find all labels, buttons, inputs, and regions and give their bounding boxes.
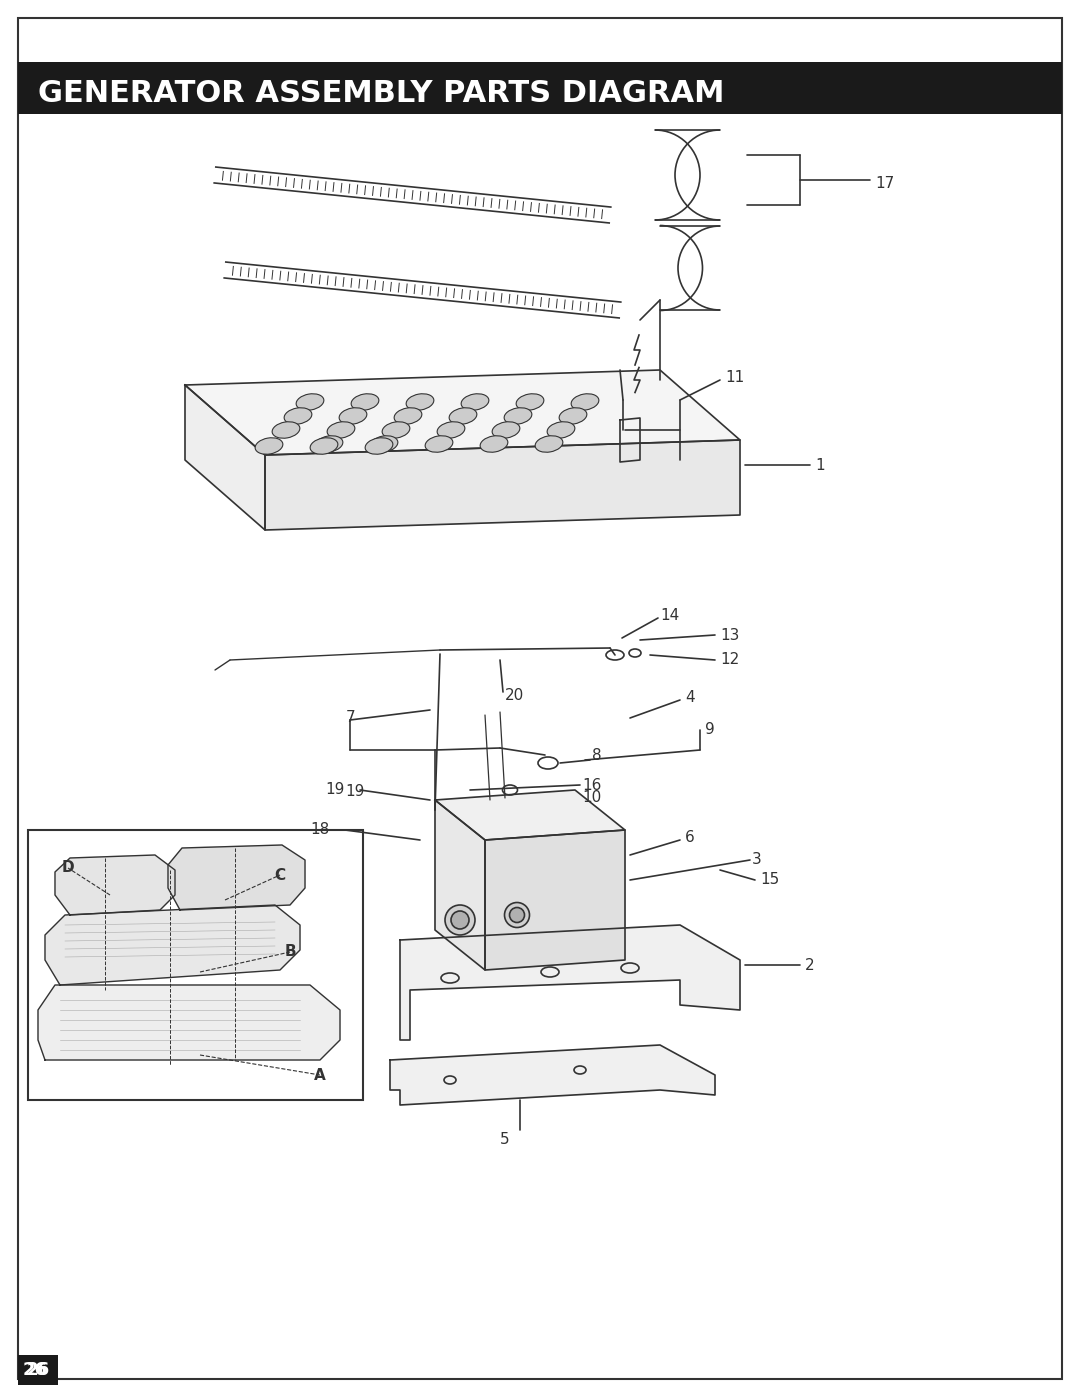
Text: 15: 15 — [760, 873, 780, 887]
Ellipse shape — [339, 408, 367, 425]
Ellipse shape — [516, 394, 544, 411]
Polygon shape — [38, 985, 340, 1060]
Ellipse shape — [571, 394, 598, 411]
Ellipse shape — [548, 422, 575, 439]
Ellipse shape — [451, 911, 469, 929]
Polygon shape — [400, 925, 740, 1039]
Text: B: B — [284, 944, 296, 960]
Ellipse shape — [255, 437, 283, 454]
Polygon shape — [168, 845, 305, 909]
Ellipse shape — [437, 422, 464, 439]
Ellipse shape — [382, 422, 409, 439]
Polygon shape — [435, 789, 625, 840]
Ellipse shape — [351, 394, 379, 411]
Ellipse shape — [536, 436, 563, 453]
Text: GENERATOR ASSEMBLY PARTS DIAGRAM: GENERATOR ASSEMBLY PARTS DIAGRAM — [38, 80, 725, 109]
Ellipse shape — [327, 422, 355, 439]
Text: 11: 11 — [725, 370, 744, 386]
Text: 7: 7 — [346, 711, 355, 725]
Text: 10: 10 — [582, 791, 602, 806]
Ellipse shape — [504, 902, 529, 928]
Ellipse shape — [370, 436, 397, 453]
Text: 12: 12 — [720, 652, 739, 668]
Text: 26: 26 — [23, 1361, 48, 1379]
Text: 8: 8 — [592, 747, 602, 763]
Polygon shape — [390, 1045, 715, 1105]
Ellipse shape — [445, 905, 475, 935]
Ellipse shape — [315, 436, 342, 453]
Text: 26: 26 — [26, 1361, 50, 1379]
Text: D: D — [62, 861, 75, 876]
Ellipse shape — [481, 436, 508, 453]
Polygon shape — [265, 440, 740, 529]
Text: 5: 5 — [500, 1133, 510, 1147]
Polygon shape — [435, 800, 485, 970]
Text: 4: 4 — [685, 690, 694, 705]
Ellipse shape — [284, 408, 312, 425]
Text: A: A — [314, 1067, 326, 1083]
Ellipse shape — [559, 408, 586, 425]
Polygon shape — [55, 855, 175, 915]
Ellipse shape — [272, 422, 300, 439]
Ellipse shape — [492, 422, 519, 439]
Polygon shape — [45, 905, 300, 985]
Text: 9: 9 — [705, 722, 715, 738]
Text: 2: 2 — [805, 957, 814, 972]
Ellipse shape — [406, 394, 434, 411]
Ellipse shape — [449, 408, 477, 425]
Ellipse shape — [296, 394, 324, 411]
Bar — [18, 1355, 58, 1384]
Ellipse shape — [365, 437, 393, 454]
Ellipse shape — [310, 437, 338, 454]
Text: 3: 3 — [752, 852, 761, 868]
Text: 1: 1 — [815, 457, 825, 472]
Text: 20: 20 — [505, 687, 524, 703]
Ellipse shape — [426, 436, 453, 453]
Ellipse shape — [461, 394, 489, 411]
Ellipse shape — [510, 908, 525, 922]
Polygon shape — [185, 386, 265, 529]
Bar — [28, 830, 363, 1099]
Ellipse shape — [394, 408, 422, 425]
Text: 13: 13 — [720, 627, 740, 643]
Text: 16: 16 — [582, 778, 602, 792]
Text: 19: 19 — [346, 785, 365, 799]
Text: 18: 18 — [311, 823, 330, 837]
Text: 6: 6 — [685, 830, 694, 845]
Text: C: C — [274, 868, 285, 883]
Text: 17: 17 — [875, 176, 894, 190]
Polygon shape — [185, 370, 740, 455]
Ellipse shape — [504, 408, 531, 425]
Bar — [18, 61, 1062, 115]
Text: 14: 14 — [660, 608, 679, 623]
Polygon shape — [485, 830, 625, 970]
Text: 19: 19 — [326, 782, 345, 798]
